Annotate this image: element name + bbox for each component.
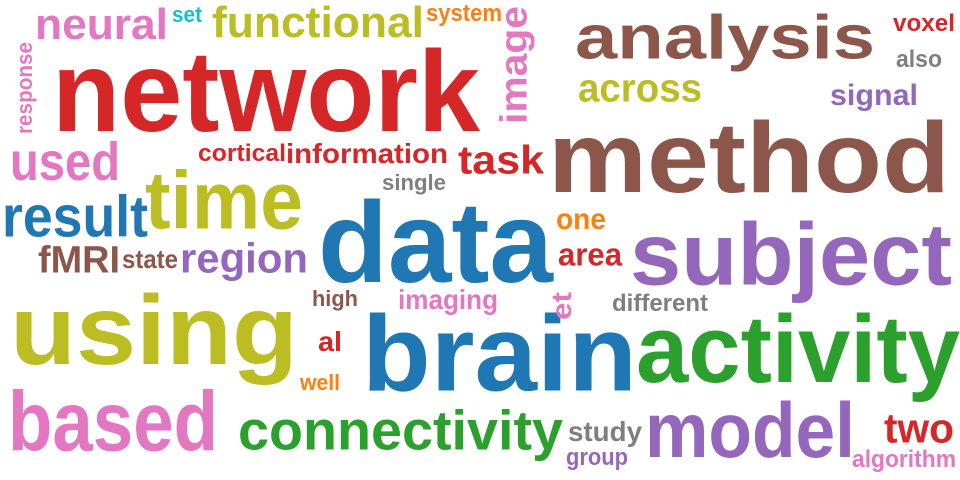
word-used: used (10, 132, 120, 193)
word-signal: signal (830, 77, 918, 112)
word-data: data (318, 178, 553, 307)
word-al: al (318, 326, 342, 358)
word-area: area (558, 238, 622, 274)
word-system: system (426, 0, 502, 27)
word-group: group (566, 444, 628, 471)
word-region: region (180, 235, 308, 282)
word-cortical: cortical (198, 140, 286, 167)
word-single: single (382, 170, 446, 195)
word-model: model (645, 387, 855, 474)
word-et: et (546, 292, 578, 320)
word-response: response (12, 42, 37, 135)
word-task: task (458, 137, 544, 182)
word-one: one (556, 201, 606, 236)
word-analysis: analysis (575, 2, 875, 72)
word-brain: brain (362, 293, 637, 415)
word-well: well (300, 370, 340, 395)
word-voxel: voxel (893, 10, 955, 37)
word-information: information (286, 138, 448, 170)
word-across: across (578, 65, 702, 110)
word-study: study (568, 416, 642, 448)
word-image: image (493, 6, 536, 125)
word-time: time (145, 155, 303, 247)
word-using: using (10, 275, 298, 385)
word-two: two (884, 405, 954, 452)
word-functional: functional (212, 0, 424, 47)
word-method: method (548, 102, 950, 214)
word-based: based (8, 374, 218, 469)
word-subject: subject (630, 204, 952, 304)
word-different: different (612, 290, 708, 317)
word-network: network (52, 27, 480, 156)
word-neural: neural (35, 0, 168, 49)
word-state: state (122, 244, 178, 274)
word-activity: activity (636, 296, 960, 403)
word-algorithm: algorithm (852, 446, 956, 473)
word-imaging: imaging (398, 284, 498, 316)
word-high: high (312, 286, 358, 311)
word-also: also (896, 46, 942, 73)
word-connectivity: connectivity (238, 400, 563, 463)
word-fmri: fMRI (38, 239, 120, 282)
word-set: set (172, 2, 202, 27)
word-result: result (2, 184, 148, 249)
